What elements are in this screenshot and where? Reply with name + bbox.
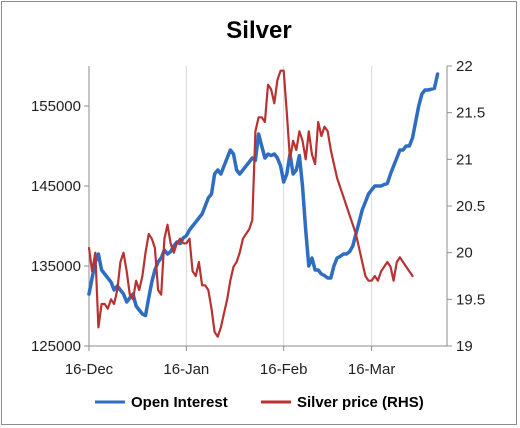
legend-label-silver-price: Silver price (RHS) [297, 394, 424, 411]
right-tick-label: 22 [456, 58, 473, 75]
right-tick-label: 19.5 [456, 291, 485, 308]
right-tick-label: 20 [456, 245, 473, 262]
legend-label-open-interest: Open Interest [131, 394, 228, 411]
right-tick-label: 19 [456, 338, 473, 355]
series [87, 69, 440, 338]
x-tick-label: 16-Feb [260, 361, 308, 378]
x-tick-label: 16-Dec [65, 361, 114, 378]
axes [88, 66, 448, 347]
left-tick-label: 145000 [31, 178, 81, 195]
right-tick-label: 21.5 [456, 105, 485, 122]
gridlines [185, 66, 373, 346]
chart-title: Silver [226, 17, 291, 44]
left-tick-label: 135000 [31, 258, 81, 275]
x-tick-label: 16-Mar [348, 361, 396, 378]
right-axis-ticks: 19 19.5 20 20.5 21 21.5 22 [447, 58, 485, 355]
legend: Open Interest Silver price (RHS) [95, 394, 424, 411]
x-axis-ticks: 16-Dec 16-Jan 16-Feb 16-Mar [65, 346, 396, 378]
left-tick-label: 125000 [31, 338, 81, 355]
left-axis-ticks: 125000 135000 145000 155000 [31, 98, 89, 355]
series-line-silver-price-rhs [87, 69, 414, 338]
left-tick-label: 155000 [31, 98, 81, 115]
right-tick-label: 21 [456, 151, 473, 168]
series-line-open-interest [87, 72, 440, 318]
right-tick-label: 20.5 [456, 198, 485, 215]
x-tick-label: 16-Jan [163, 361, 209, 378]
